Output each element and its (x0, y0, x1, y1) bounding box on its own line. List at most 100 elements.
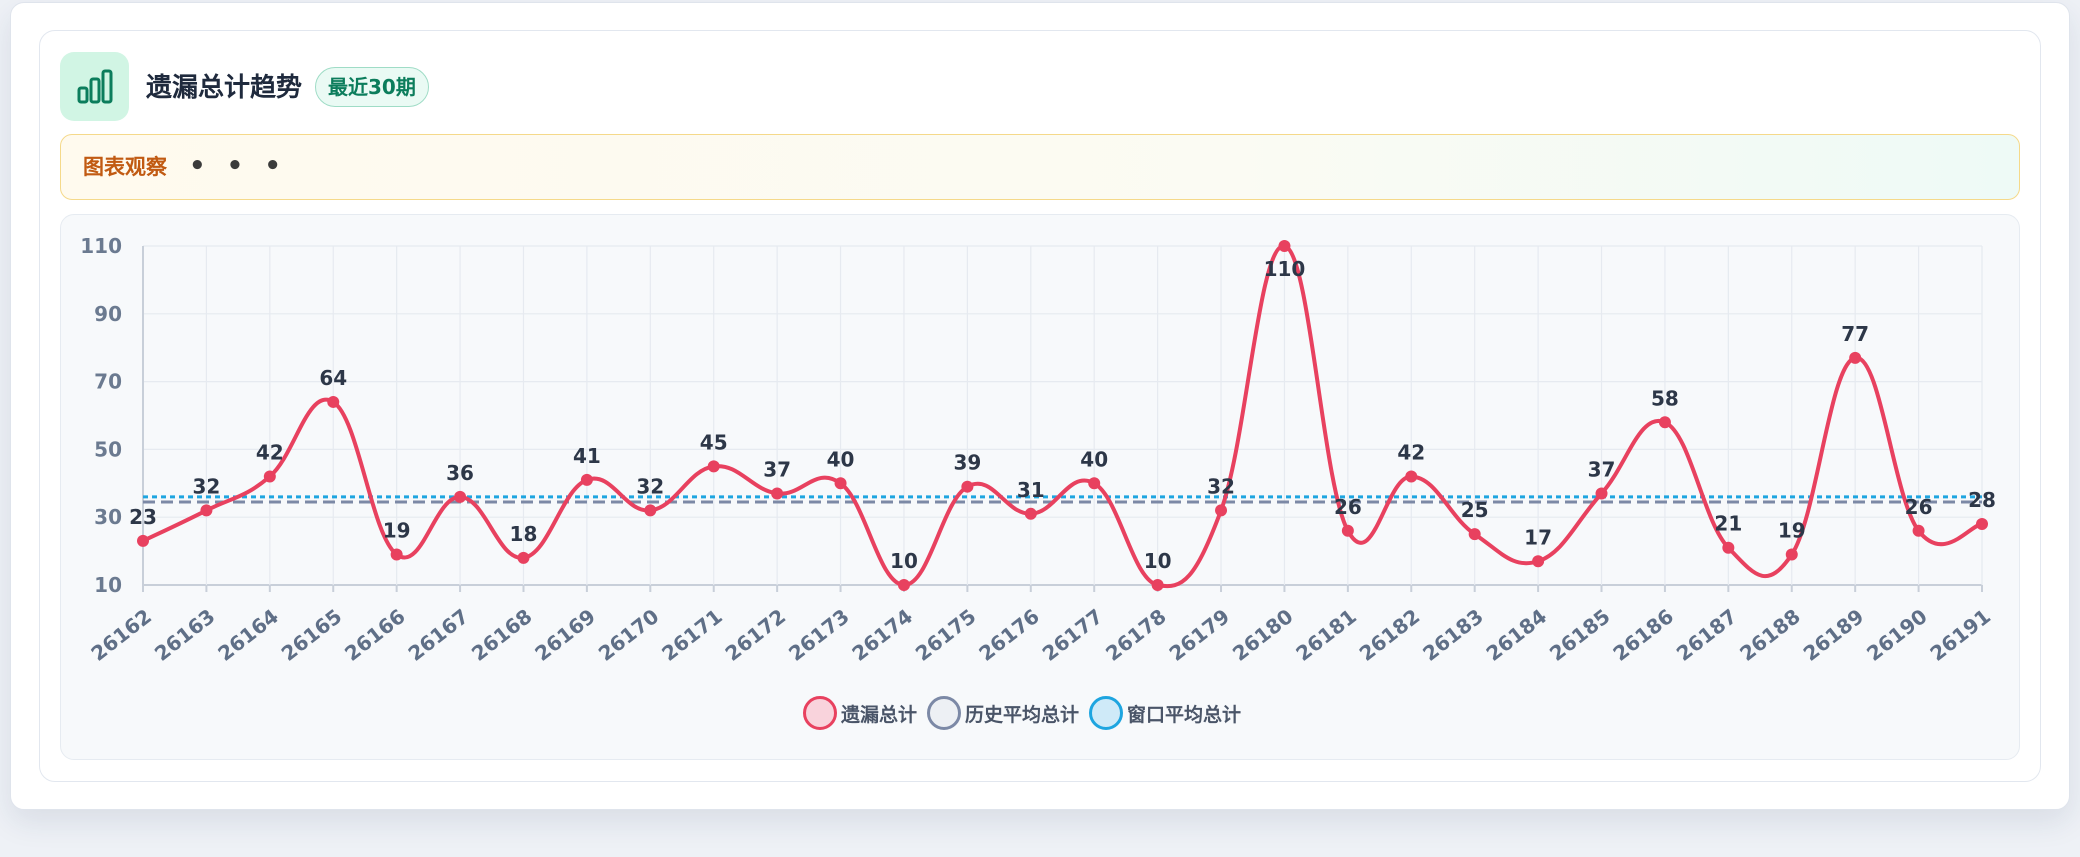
data-point (834, 477, 847, 490)
data-point (1405, 470, 1418, 483)
x-tick-label: 26165 (277, 604, 347, 666)
data-label: 28 (1968, 488, 1996, 512)
legend-item-main[interactable]: 遗漏总计 (803, 696, 917, 730)
data-point (580, 473, 593, 486)
x-tick-label: 26185 (1545, 604, 1615, 666)
legend-item-history[interactable]: 历史平均总计 (927, 696, 1079, 730)
data-point (327, 395, 340, 408)
chart-legend: 遗漏总计 历史平均总计 窗口平均总计 (803, 693, 1251, 733)
x-tick-label: 26189 (1799, 604, 1869, 666)
x-tick-label: 26173 (784, 604, 854, 666)
chart-observation-panel[interactable]: 图表观察 • • • (60, 134, 2020, 200)
legend-label-history: 历史平均总计 (965, 703, 1080, 726)
data-label: 37 (1588, 457, 1616, 481)
data-label: 19 (383, 518, 411, 542)
x-tick-label: 26167 (404, 604, 474, 666)
data-point (1658, 416, 1671, 429)
data-label: 110 (1264, 257, 1306, 281)
data-point (1278, 240, 1291, 252)
x-tick-label: 26166 (340, 604, 410, 666)
data-label: 10 (1144, 549, 1172, 573)
x-tick-label: 26171 (657, 604, 727, 666)
data-label: 64 (319, 366, 347, 390)
data-label: 26 (1905, 495, 1933, 519)
data-point (1785, 548, 1798, 561)
data-label: 32 (636, 474, 664, 498)
data-label: 21 (1714, 512, 1742, 536)
x-tick-label: 26168 (467, 604, 537, 666)
data-point (200, 504, 213, 517)
data-label: 10 (890, 549, 918, 573)
data-label: 25 (1461, 498, 1489, 522)
y-tick-label: 10 (94, 573, 122, 597)
data-point (1849, 351, 1862, 364)
data-point (517, 551, 530, 564)
data-label: 40 (827, 447, 855, 471)
x-tick-label: 26174 (847, 604, 917, 666)
data-label: 17 (1524, 525, 1552, 549)
x-tick-label: 26190 (1862, 604, 1932, 666)
data-point (1151, 579, 1164, 591)
x-tick-label: 26169 (530, 604, 600, 666)
x-tick-label: 26184 (1482, 604, 1552, 666)
y-tick-label: 50 (94, 437, 122, 461)
x-tick-label: 26163 (150, 604, 220, 666)
data-point (644, 504, 657, 517)
data-label: 40 (1080, 447, 1108, 471)
data-label: 19 (1778, 518, 1806, 542)
data-point (1722, 541, 1735, 554)
period-badge[interactable]: 最近30期 (315, 67, 429, 107)
x-tick-label: 26179 (1164, 604, 1234, 666)
chart-area (60, 214, 2020, 760)
x-tick-label: 26181 (1291, 604, 1361, 666)
data-point (390, 548, 403, 561)
data-point (137, 534, 149, 547)
data-point (897, 579, 910, 591)
data-point (707, 460, 720, 473)
legend-swatch-main (803, 696, 837, 730)
data-point (771, 487, 784, 500)
data-point (263, 470, 276, 483)
data-label: 45 (700, 430, 728, 454)
y-tick-label: 70 (94, 370, 122, 394)
y-tick-label: 110 (80, 234, 122, 258)
data-label: 42 (1397, 441, 1425, 465)
data-point (1215, 504, 1228, 517)
x-tick-label: 26183 (1418, 604, 1488, 666)
data-label: 31 (1017, 478, 1045, 502)
data-point (1595, 487, 1608, 500)
data-point (1341, 524, 1354, 537)
x-tick-label: 26191 (1925, 604, 1995, 666)
data-point (1024, 507, 1037, 520)
x-tick-label: 26172 (721, 604, 791, 666)
data-point (1532, 555, 1545, 568)
data-label: 77 (1841, 322, 1869, 346)
data-point (454, 490, 467, 503)
data-label: 42 (256, 441, 284, 465)
x-tick-label: 26176 (974, 604, 1044, 666)
data-label: 36 (446, 461, 474, 485)
x-tick-label: 26175 (911, 604, 981, 666)
data-label: 32 (192, 474, 220, 498)
data-label: 32 (1207, 474, 1235, 498)
x-tick-label: 26164 (213, 604, 283, 666)
data-label: 26 (1334, 495, 1362, 519)
observation-label: 图表观察 (83, 155, 167, 179)
y-tick-label: 30 (94, 505, 122, 529)
bar-chart-icon (60, 52, 129, 121)
data-point (1912, 524, 1925, 537)
legend-label-main: 遗漏总计 (841, 703, 918, 726)
more-dots-icon[interactable]: • • • (189, 151, 287, 181)
x-tick-label: 26180 (1228, 604, 1298, 666)
x-tick-label: 26186 (1608, 604, 1678, 666)
legend-swatch-history (927, 696, 962, 730)
x-tick-label: 26182 (1355, 604, 1425, 666)
data-label: 18 (510, 522, 538, 546)
data-label: 39 (953, 451, 981, 475)
chart-title: 遗漏总计趋势 (146, 73, 303, 103)
x-tick-label: 26187 (1672, 604, 1742, 666)
data-label: 41 (573, 444, 601, 468)
x-tick-label: 26188 (1735, 604, 1805, 666)
legend-item-window[interactable]: 窗口平均总计 (1089, 696, 1241, 730)
